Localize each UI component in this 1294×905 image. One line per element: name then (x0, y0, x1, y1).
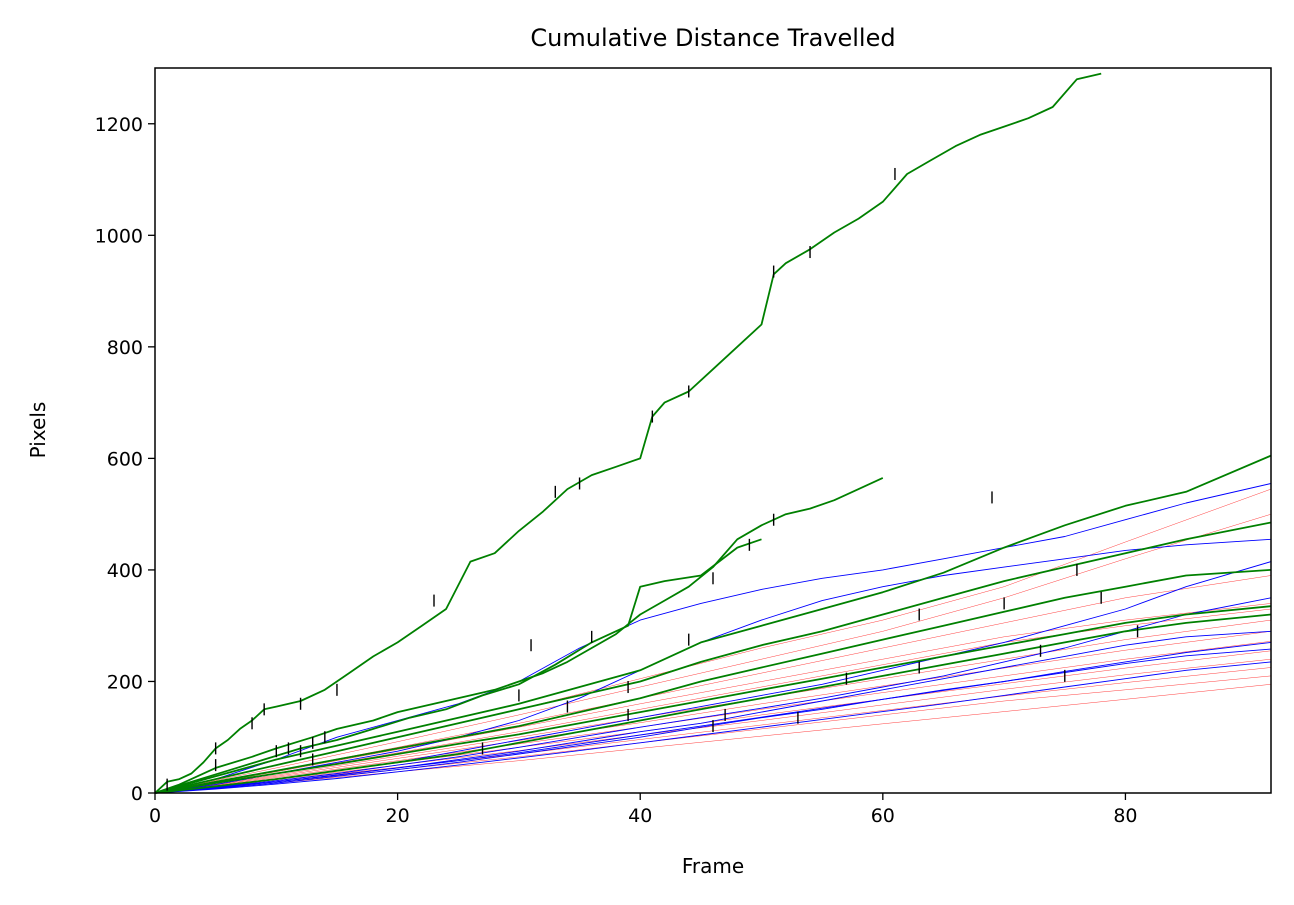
x-axis-label: Frame (682, 854, 744, 878)
series-line-green-7 (154, 613, 1272, 794)
plot-frame (154, 67, 1272, 794)
y-tick-label: 600 (107, 448, 143, 470)
x-tick-label: 80 (1113, 805, 1137, 827)
series-line-green-5 (154, 569, 1272, 794)
series-line-red-25 (154, 575, 1272, 794)
series-line-red-23 (154, 684, 1272, 794)
series-line-blue-12 (154, 641, 1272, 794)
marker-group (166, 167, 1139, 791)
series-line-red-28 (154, 488, 1272, 794)
series-line-red-27 (154, 603, 1272, 794)
series-line-red-16 (154, 675, 1272, 794)
x-axis: 0 20 40 60 80 (149, 793, 1138, 827)
series-line-red-20 (154, 641, 1272, 794)
series-line-blue-13 (154, 661, 1272, 794)
series-line-red-18 (154, 658, 1272, 794)
series-line-green-6 (154, 605, 1272, 794)
series-line-blue-11 (154, 597, 1272, 794)
y-tick-label: 1200 (95, 114, 143, 136)
y-tick-label: 0 (131, 783, 143, 805)
series-line-green-3 (154, 454, 1272, 794)
y-tick-label: 800 (107, 337, 143, 359)
x-tick-label: 60 (871, 805, 895, 827)
series-line-red-21 (154, 631, 1272, 794)
series-line-blue-8 (154, 483, 1272, 794)
y-axis: 0 200 400 600 800 1000 1200 (95, 114, 155, 805)
series-line-red-22 (154, 619, 1272, 794)
y-axis-label: Pixels (26, 402, 50, 459)
chart-title: Cumulative Distance Travelled (530, 24, 895, 52)
series-line-red-26 (154, 513, 1272, 794)
series-line-green-0 (154, 72, 1102, 794)
series-line-green-4 (154, 521, 1272, 794)
y-tick-label: 1000 (95, 225, 143, 247)
series-line-red-17 (154, 667, 1272, 794)
series-line-green-2 (154, 538, 762, 794)
x-tick-label: 20 (386, 805, 410, 827)
series-line-blue-15 (154, 630, 1272, 794)
x-tick-label: 40 (628, 805, 652, 827)
x-tick-label: 0 (149, 805, 161, 827)
series-lines (154, 72, 1272, 794)
y-tick-label: 200 (107, 671, 143, 693)
y-tick-label: 400 (107, 560, 143, 582)
